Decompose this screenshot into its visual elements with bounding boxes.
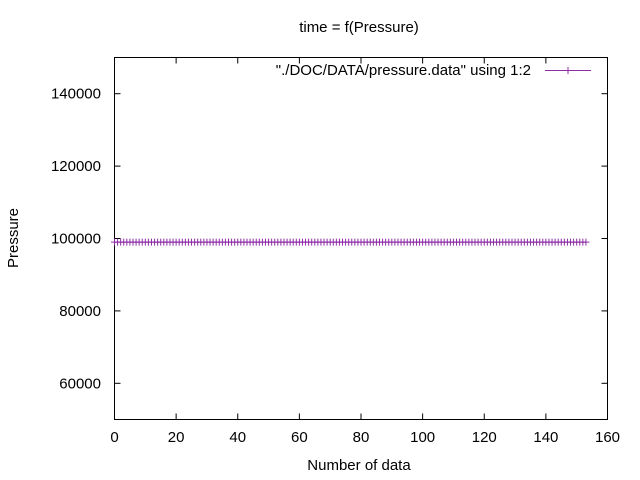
x-tick-label: 40 xyxy=(229,429,246,446)
x-tick-label: 100 xyxy=(410,429,435,446)
y-axis-ticks: 60000 80000 100000 120000 140000 xyxy=(51,86,608,392)
x-axis-label: Number of data xyxy=(307,457,411,474)
y-tick-label: 60000 xyxy=(59,375,101,392)
x-tick-label: 60 xyxy=(291,429,308,446)
chart-title: time = f(Pressure) xyxy=(299,19,419,36)
x-tick-label: 20 xyxy=(168,429,185,446)
x-tick-label: 160 xyxy=(595,429,620,446)
x-tick-label: 120 xyxy=(472,429,497,446)
x-tick-label: 80 xyxy=(353,429,370,446)
legend-entry-label: "./DOC/DATA/pressure.data" using 1:2 xyxy=(276,62,531,79)
legend-entry-marker xyxy=(564,67,572,74)
plot-frame xyxy=(114,57,608,420)
x-axis-ticks: 0 20 40 60 80 100 120 140 160 xyxy=(110,57,620,446)
y-tick-label: 140000 xyxy=(51,86,101,103)
x-tick-label: 140 xyxy=(533,429,558,446)
y-tick-label: 100000 xyxy=(51,231,101,248)
y-axis-label: Pressure xyxy=(5,208,22,268)
y-tick-label: 120000 xyxy=(51,158,101,175)
data-point xyxy=(582,238,590,246)
legend: "./DOC/DATA/pressure.data" using 1:2 xyxy=(276,62,591,79)
y-tick-label: 80000 xyxy=(59,303,101,320)
series-layer xyxy=(111,238,590,246)
x-tick-label: 0 xyxy=(110,429,118,446)
